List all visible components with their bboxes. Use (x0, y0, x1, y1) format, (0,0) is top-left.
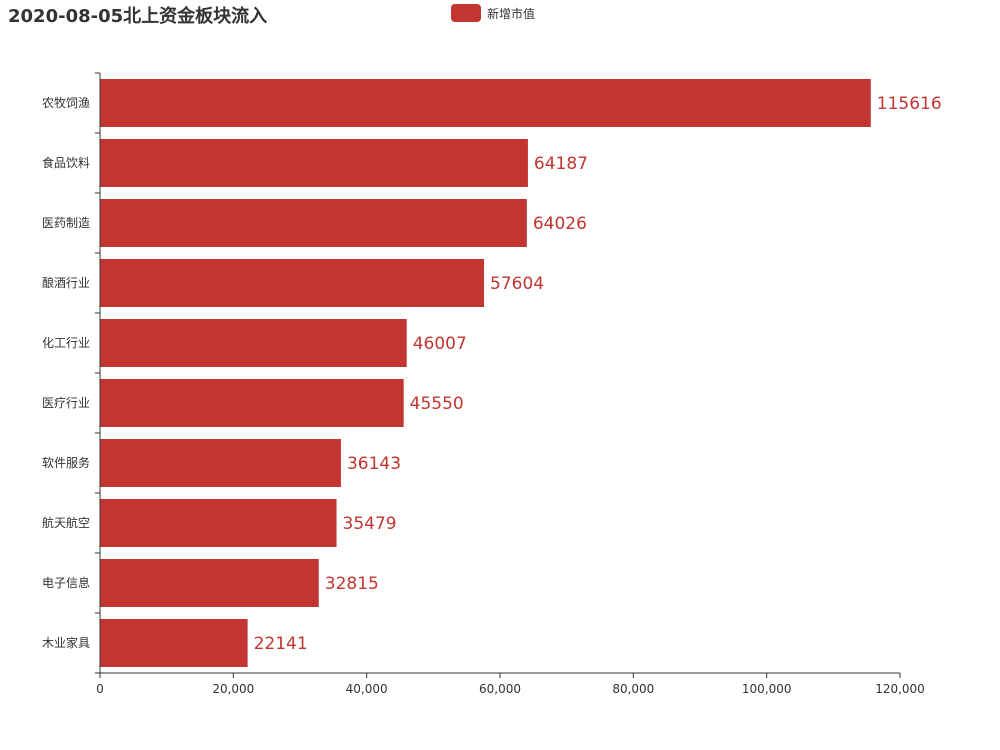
bar (100, 619, 248, 667)
data-label: 32815 (325, 574, 379, 594)
category-label: 食品饮料 (42, 155, 90, 170)
chart-title: 2020-08-05北上资金板块流入 (8, 5, 267, 27)
x-tick-label: 0 (96, 682, 104, 696)
category-label: 电子信息 (42, 575, 90, 590)
category-label: 医疗行业 (42, 396, 90, 410)
legend-label: 新增市值 (487, 6, 535, 21)
data-label: 115616 (877, 94, 942, 114)
category-label: 木业家具 (42, 635, 90, 650)
x-tick-label: 100,000 (742, 682, 792, 696)
legend-swatch (451, 4, 481, 22)
plot-area: 农牧饲渔 115616 食品饮料 64187 医药制造 64026 酿酒行业 57604 化工行… (42, 72, 942, 696)
legend[interactable]: 新增市值 (451, 4, 535, 22)
bar (100, 259, 485, 307)
data-label: 57604 (490, 274, 544, 294)
bar (100, 499, 337, 547)
data-label: 45550 (410, 394, 464, 414)
data-label: 64187 (534, 154, 588, 174)
data-label: 64026 (533, 214, 587, 234)
category-label: 医药制造 (42, 216, 90, 230)
x-tick-label: 20,000 (212, 682, 254, 696)
category-label: 航天航空 (42, 515, 90, 530)
category-label: 农牧饲渔 (42, 96, 90, 110)
bar (100, 559, 319, 607)
x-tick-label: 120,000 (875, 682, 925, 696)
data-label: 35479 (343, 514, 397, 534)
bar (100, 79, 871, 127)
data-label: 22141 (254, 634, 308, 654)
x-tick-label: 60,000 (479, 682, 521, 696)
bar (100, 139, 528, 187)
category-label: 化工行业 (42, 336, 90, 350)
bar (100, 199, 527, 247)
data-label: 46007 (413, 334, 467, 354)
x-tick-label: 80,000 (612, 682, 654, 696)
bar (100, 319, 407, 367)
data-label: 36143 (347, 454, 401, 474)
x-tick-label: 40,000 (346, 682, 388, 696)
category-label: 酿酒行业 (42, 275, 90, 290)
bar (100, 439, 341, 487)
category-label: 软件服务 (42, 455, 90, 470)
bar (100, 379, 404, 427)
